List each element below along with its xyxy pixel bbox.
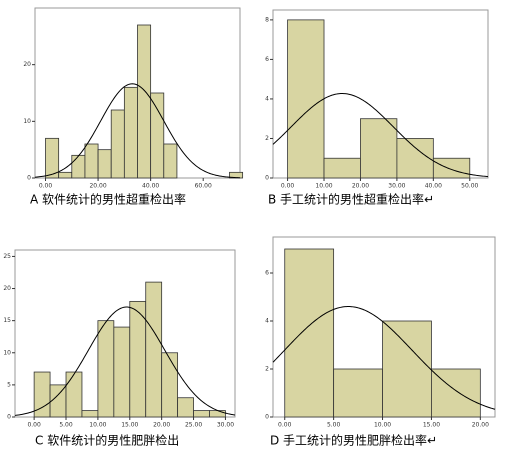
y-tick-label: 6 xyxy=(265,270,269,277)
x-tick-label: 10.00 xyxy=(374,422,391,429)
panel: 0 2 4 6 0.00 5.00 10.00 15.00 20.00 D 手工统计的男性肥胖检出… xyxy=(265,236,496,448)
bar xyxy=(287,19,325,179)
bar xyxy=(161,352,179,418)
bar xyxy=(113,326,131,418)
y-tick-label: 4 xyxy=(265,95,269,102)
x-tick-label: 10.00 xyxy=(315,183,332,190)
x-tick-label: 0.00 xyxy=(281,183,295,190)
caption: C 软件统计的男性肥胖检出 xyxy=(35,433,179,448)
bar xyxy=(110,109,125,179)
x-tick-label: 5.00 xyxy=(327,422,341,429)
caption: A 软件统计的男性超重检出率 xyxy=(30,192,186,207)
x-tick-label: 20.00 xyxy=(352,183,369,190)
x-tick-label: 0.00 xyxy=(39,183,53,190)
y-tick-label: 15 xyxy=(3,317,11,324)
y-tick-label: 2 xyxy=(265,135,269,142)
y-tick-label: 2 xyxy=(265,366,269,373)
x-tick-label: 20.00 xyxy=(153,422,170,429)
x-tick-label: 10.00 xyxy=(89,422,106,429)
normal-curve xyxy=(34,83,241,179)
bar xyxy=(163,143,178,179)
normal-curve xyxy=(14,306,236,416)
bar xyxy=(284,248,335,418)
bar xyxy=(65,371,83,418)
y-tick-label: 6 xyxy=(265,56,269,63)
y-tick-label: 0 xyxy=(27,175,31,182)
bar xyxy=(177,397,194,418)
bar xyxy=(145,281,163,418)
bar xyxy=(97,149,112,179)
caption: B 手工统计的男性超重检出率↵ xyxy=(268,192,434,207)
panel: 0 10 20 0.00 20.00 40.00 60.00 A 软件统计的男性超重检出率 xyxy=(23,7,244,207)
x-tick-label: 20.00 xyxy=(89,183,106,190)
bar xyxy=(150,92,165,179)
bar xyxy=(129,300,147,418)
y-tick-label: 8 xyxy=(265,16,269,23)
x-tick-label: 15.00 xyxy=(423,422,440,429)
bar xyxy=(137,24,152,179)
y-tick-label: 10 xyxy=(3,349,11,356)
bar xyxy=(97,320,115,418)
bar xyxy=(193,410,210,418)
x-tick-label: 50.00 xyxy=(461,183,478,190)
y-tick-label: 25 xyxy=(3,253,11,260)
bar xyxy=(123,86,138,179)
x-tick-label: 60.00 xyxy=(195,183,212,190)
bar xyxy=(396,138,434,179)
panel: 0 5 10 15 20 25 0.00 5.00 10.00 15.00 20.00 25.00 30… xyxy=(3,249,236,448)
y-tick-label: 5 xyxy=(7,381,11,388)
x-tick-label: 25.00 xyxy=(185,422,202,429)
bar xyxy=(432,157,471,179)
y-tick-label: 0 xyxy=(7,414,11,421)
x-tick-label: 15.00 xyxy=(121,422,138,429)
bar xyxy=(323,157,361,179)
x-tick-label: 30.00 xyxy=(388,183,405,190)
y-tick-label: 20 xyxy=(23,61,31,68)
x-tick-label: 20.00 xyxy=(472,422,489,429)
x-tick-label: 0.00 xyxy=(278,422,292,429)
bar xyxy=(382,320,432,418)
y-tick-label: 20 xyxy=(3,285,11,292)
bar xyxy=(333,368,383,418)
y-tick-label: 0 xyxy=(265,414,269,421)
bar xyxy=(49,384,67,418)
bar xyxy=(71,154,86,179)
bar xyxy=(209,410,226,418)
x-tick-label: 40.00 xyxy=(142,183,159,190)
x-tick-label: 30.00 xyxy=(217,422,234,429)
panel: 0 2 4 6 8 0.00 10.00 20.00 30.00 40.00 50.00 B 手工统计… xyxy=(265,9,489,207)
y-tick-label: 0 xyxy=(265,175,269,182)
x-tick-label: 0.00 xyxy=(27,422,41,429)
x-tick-label: 5.00 xyxy=(59,422,73,429)
normal-curve xyxy=(272,306,496,410)
bar xyxy=(360,118,398,179)
y-tick-label: 4 xyxy=(265,318,269,325)
x-tick-label: 40.00 xyxy=(425,183,442,190)
normal-curve xyxy=(272,93,489,178)
y-tick-label: 10 xyxy=(23,118,31,125)
bar xyxy=(81,410,99,418)
bar xyxy=(45,137,60,179)
bar xyxy=(58,171,73,179)
caption: D 手工统计的男性肥胖检出率↵ xyxy=(270,433,437,448)
bar xyxy=(84,143,99,179)
